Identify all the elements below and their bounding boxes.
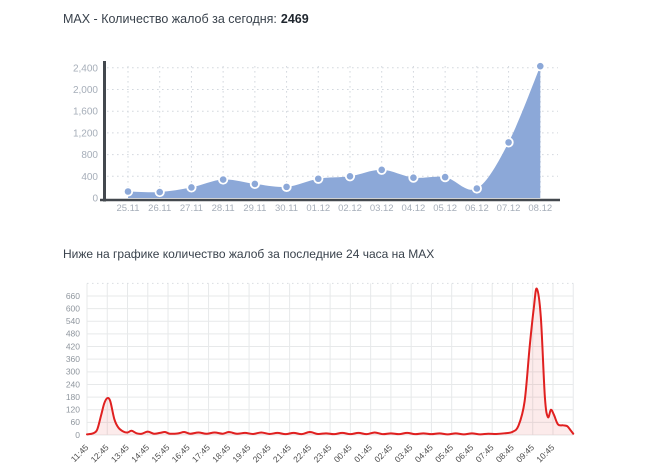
svg-text:02:45: 02:45 [372,442,394,464]
svg-text:03.12: 03.12 [370,203,394,214]
hourly-x-axis-labels: 11:4512:4513:4514:4515:4516:4517:4518:45… [69,442,557,464]
daily-chart-title: MAX - Количество жалоб за сегодня: 2469 [63,12,309,26]
svg-text:05:45: 05:45 [433,442,455,464]
svg-text:28.11: 28.11 [212,203,235,214]
svg-text:600: 600 [66,303,80,313]
svg-text:06.12: 06.12 [465,203,489,214]
daily-chart-title-text: MAX - Количество жалоб за сегодня: [63,12,277,26]
svg-text:03:45: 03:45 [392,442,414,464]
svg-text:18:45: 18:45 [210,442,232,464]
svg-text:360: 360 [66,354,80,364]
svg-text:0: 0 [92,194,98,205]
hourly-grid [86,282,574,436]
svg-text:22:45: 22:45 [291,442,313,464]
svg-text:180: 180 [66,392,80,402]
svg-text:15:45: 15:45 [149,442,171,464]
hourly-chart-title: Ниже на графике количество жалоб за посл… [63,247,435,261]
svg-text:300: 300 [66,367,80,377]
svg-text:2,400: 2,400 [73,63,98,74]
svg-text:20:45: 20:45 [251,442,273,464]
daily-area [128,66,541,198]
svg-text:09:45: 09:45 [514,442,536,464]
svg-text:04:45: 04:45 [413,442,435,464]
svg-text:30.11: 30.11 [275,203,298,214]
svg-text:400: 400 [81,172,98,183]
hourly-line [86,287,575,436]
svg-text:07:45: 07:45 [473,442,495,464]
daily-chart-total-value: 2469 [280,12,309,26]
daily-y-axis-labels: 0 400 800 1,200 1,600 2,000 2,400 [73,63,98,204]
daily-grid [107,66,558,196]
svg-text:27.11: 27.11 [180,203,203,214]
svg-text:21:45: 21:45 [271,442,293,464]
daily-complaints-area-chart: 0 400 800 1,200 1,600 2,000 2,400 25.11 26.11 27.… [73,61,560,214]
svg-text:800: 800 [81,150,98,161]
svg-text:07.12: 07.12 [497,203,521,214]
hourly-area-fill [87,288,574,435]
svg-text:12:45: 12:45 [89,442,111,464]
svg-text:17:45: 17:45 [190,442,212,464]
svg-text:16:45: 16:45 [170,442,192,464]
svg-text:19:45: 19:45 [230,442,252,464]
svg-text:04.12: 04.12 [402,203,426,214]
svg-text:0: 0 [75,430,80,440]
svg-text:240: 240 [66,379,80,389]
svg-text:11:45: 11:45 [69,442,91,464]
svg-text:10:45: 10:45 [534,442,556,464]
svg-text:02.12: 02.12 [338,203,362,214]
svg-text:480: 480 [66,329,80,339]
svg-text:23:45: 23:45 [311,442,333,464]
svg-text:06:45: 06:45 [453,442,475,464]
svg-text:08:45: 08:45 [494,442,516,464]
svg-text:26.11: 26.11 [148,203,171,214]
daily-axes [100,61,560,202]
svg-text:2,000: 2,000 [73,85,98,96]
svg-text:13:45: 13:45 [109,442,131,464]
svg-text:00:45: 00:45 [332,442,354,464]
svg-text:05.12: 05.12 [433,203,457,214]
hourly-y-axis-labels: 0 60 120 180 240 300 360 420 480 540 600 660 [66,291,80,440]
svg-text:660: 660 [66,291,80,301]
hourly-complaints-line-chart: 0 60 120 180 240 300 360 420 480 540 600 660 11:4512… [66,282,575,464]
svg-text:1,200: 1,200 [73,128,98,139]
svg-text:1,600: 1,600 [73,107,98,118]
svg-text:540: 540 [66,316,80,326]
svg-text:01:45: 01:45 [352,442,374,464]
daily-markers [122,61,546,198]
svg-text:01.12: 01.12 [306,203,330,214]
daily-x-axis-labels: 25.11 26.11 27.11 28.11 29.11 30.11 01.12 02.12… [116,203,552,214]
svg-text:60: 60 [71,417,81,427]
svg-text:25.11: 25.11 [116,203,139,214]
svg-text:14:45: 14:45 [129,442,151,464]
svg-text:29.11: 29.11 [243,203,266,214]
svg-text:120: 120 [66,405,80,415]
svg-text:08.12: 08.12 [528,203,552,214]
svg-text:420: 420 [66,341,80,351]
